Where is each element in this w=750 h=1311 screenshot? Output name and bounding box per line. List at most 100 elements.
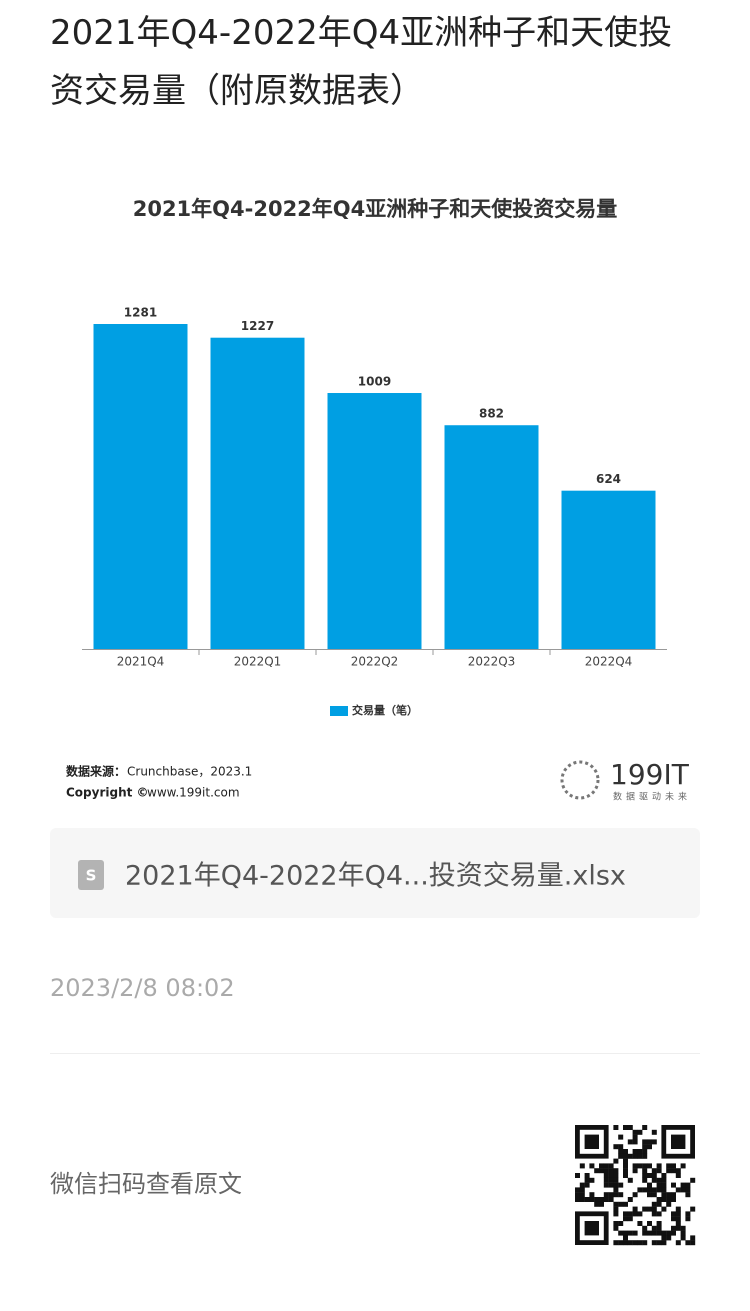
qr-module — [618, 1192, 624, 1198]
qr-module — [675, 1216, 681, 1222]
qr-module — [579, 1187, 585, 1193]
qr-module — [651, 1240, 657, 1246]
qr-module — [647, 1139, 652, 1145]
qr-module — [632, 1153, 638, 1159]
qr-module — [651, 1225, 657, 1231]
qr-module — [680, 1163, 686, 1169]
qr-module — [584, 1177, 590, 1183]
qr-module — [608, 1173, 614, 1178]
qr-module — [613, 1177, 619, 1183]
qr-module — [685, 1182, 691, 1188]
qr-module — [656, 1187, 662, 1193]
qr-module — [675, 1221, 681, 1226]
qr-module — [671, 1192, 676, 1198]
qr-module — [618, 1230, 624, 1236]
qr-module — [651, 1168, 657, 1174]
qr-module — [690, 1240, 696, 1246]
attachment-card[interactable] — [50, 828, 700, 918]
qr-module — [618, 1134, 624, 1140]
qr-module — [651, 1139, 657, 1145]
bar — [561, 490, 656, 649]
qr-module — [675, 1240, 681, 1246]
qr-code[interactable] — [575, 1125, 696, 1246]
qr-module — [608, 1163, 614, 1169]
qr-module — [613, 1221, 619, 1226]
qr-module — [599, 1168, 604, 1174]
qr-module — [690, 1206, 696, 1212]
x-tick-label: 2022Q2 — [351, 655, 399, 669]
qr-module — [642, 1153, 648, 1159]
qr-module — [661, 1182, 667, 1188]
qr-module — [613, 1201, 619, 1207]
logo-name: 199IT — [610, 758, 690, 791]
qr-module — [671, 1182, 676, 1188]
file-name[interactable]: 2021年Q4-2022年Q4...投资交易量.xlsx — [125, 861, 626, 892]
qr-module — [623, 1149, 628, 1154]
qr-module — [656, 1211, 662, 1217]
qr-module — [608, 1197, 614, 1202]
qr-module — [589, 1163, 595, 1169]
qr-module — [618, 1221, 624, 1226]
qr-module — [603, 1192, 609, 1198]
qr-module — [651, 1206, 657, 1212]
qr-module — [647, 1230, 652, 1236]
qr-module — [632, 1168, 638, 1174]
date: 2023/2/8 08:02 — [50, 974, 235, 1002]
qr-module — [575, 1173, 580, 1178]
qr-module — [680, 1187, 686, 1193]
qr-module — [632, 1230, 638, 1236]
qr-module — [666, 1235, 672, 1241]
qr-module — [642, 1168, 648, 1174]
qr-module — [647, 1173, 652, 1178]
qr-module — [656, 1163, 662, 1169]
qr-module — [584, 1197, 590, 1202]
qr-module — [671, 1216, 676, 1222]
qr-module — [599, 1201, 604, 1207]
qr-module — [575, 1187, 580, 1193]
qr-module — [632, 1163, 638, 1169]
qr-module — [675, 1211, 681, 1217]
qr-module — [579, 1192, 585, 1198]
qr-module — [642, 1206, 648, 1212]
qr-module — [671, 1225, 676, 1231]
qr-module — [671, 1168, 676, 1174]
qr-module — [656, 1230, 662, 1236]
qr-module — [661, 1187, 667, 1193]
qr-module — [632, 1192, 638, 1198]
qr-module — [603, 1177, 609, 1183]
legend-swatch — [330, 706, 348, 716]
qr-module — [623, 1125, 628, 1130]
qr-module — [680, 1182, 686, 1188]
qr-module — [623, 1235, 628, 1241]
qr-module — [632, 1149, 638, 1154]
qr-module — [613, 1206, 619, 1212]
qr-module — [656, 1182, 662, 1188]
qr-module — [608, 1192, 614, 1198]
qr-module — [685, 1240, 691, 1246]
qr-module — [651, 1230, 657, 1236]
qr-module — [623, 1201, 628, 1207]
qr-module — [642, 1149, 648, 1154]
qr-module — [647, 1187, 652, 1193]
qr-module — [627, 1139, 633, 1145]
logo: 199IT 数据驱动未来 — [560, 758, 690, 803]
qr-module — [618, 1201, 624, 1207]
qr-module — [608, 1177, 614, 1183]
qr-module — [680, 1225, 686, 1231]
qr-module — [599, 1163, 604, 1169]
x-tick-label: 2021Q4 — [117, 655, 165, 669]
qr-module — [685, 1192, 691, 1198]
qr-module — [603, 1163, 609, 1169]
qr-module — [618, 1240, 624, 1246]
qr-module — [690, 1177, 696, 1183]
qr-module — [661, 1206, 667, 1212]
bar — [210, 337, 305, 649]
qr-module — [623, 1168, 628, 1174]
qr-module — [603, 1182, 609, 1188]
qr-module — [618, 1144, 624, 1150]
qr-module — [608, 1182, 614, 1188]
qr-module — [685, 1216, 691, 1222]
qr-module — [594, 1201, 600, 1207]
qr-module — [637, 1163, 643, 1169]
